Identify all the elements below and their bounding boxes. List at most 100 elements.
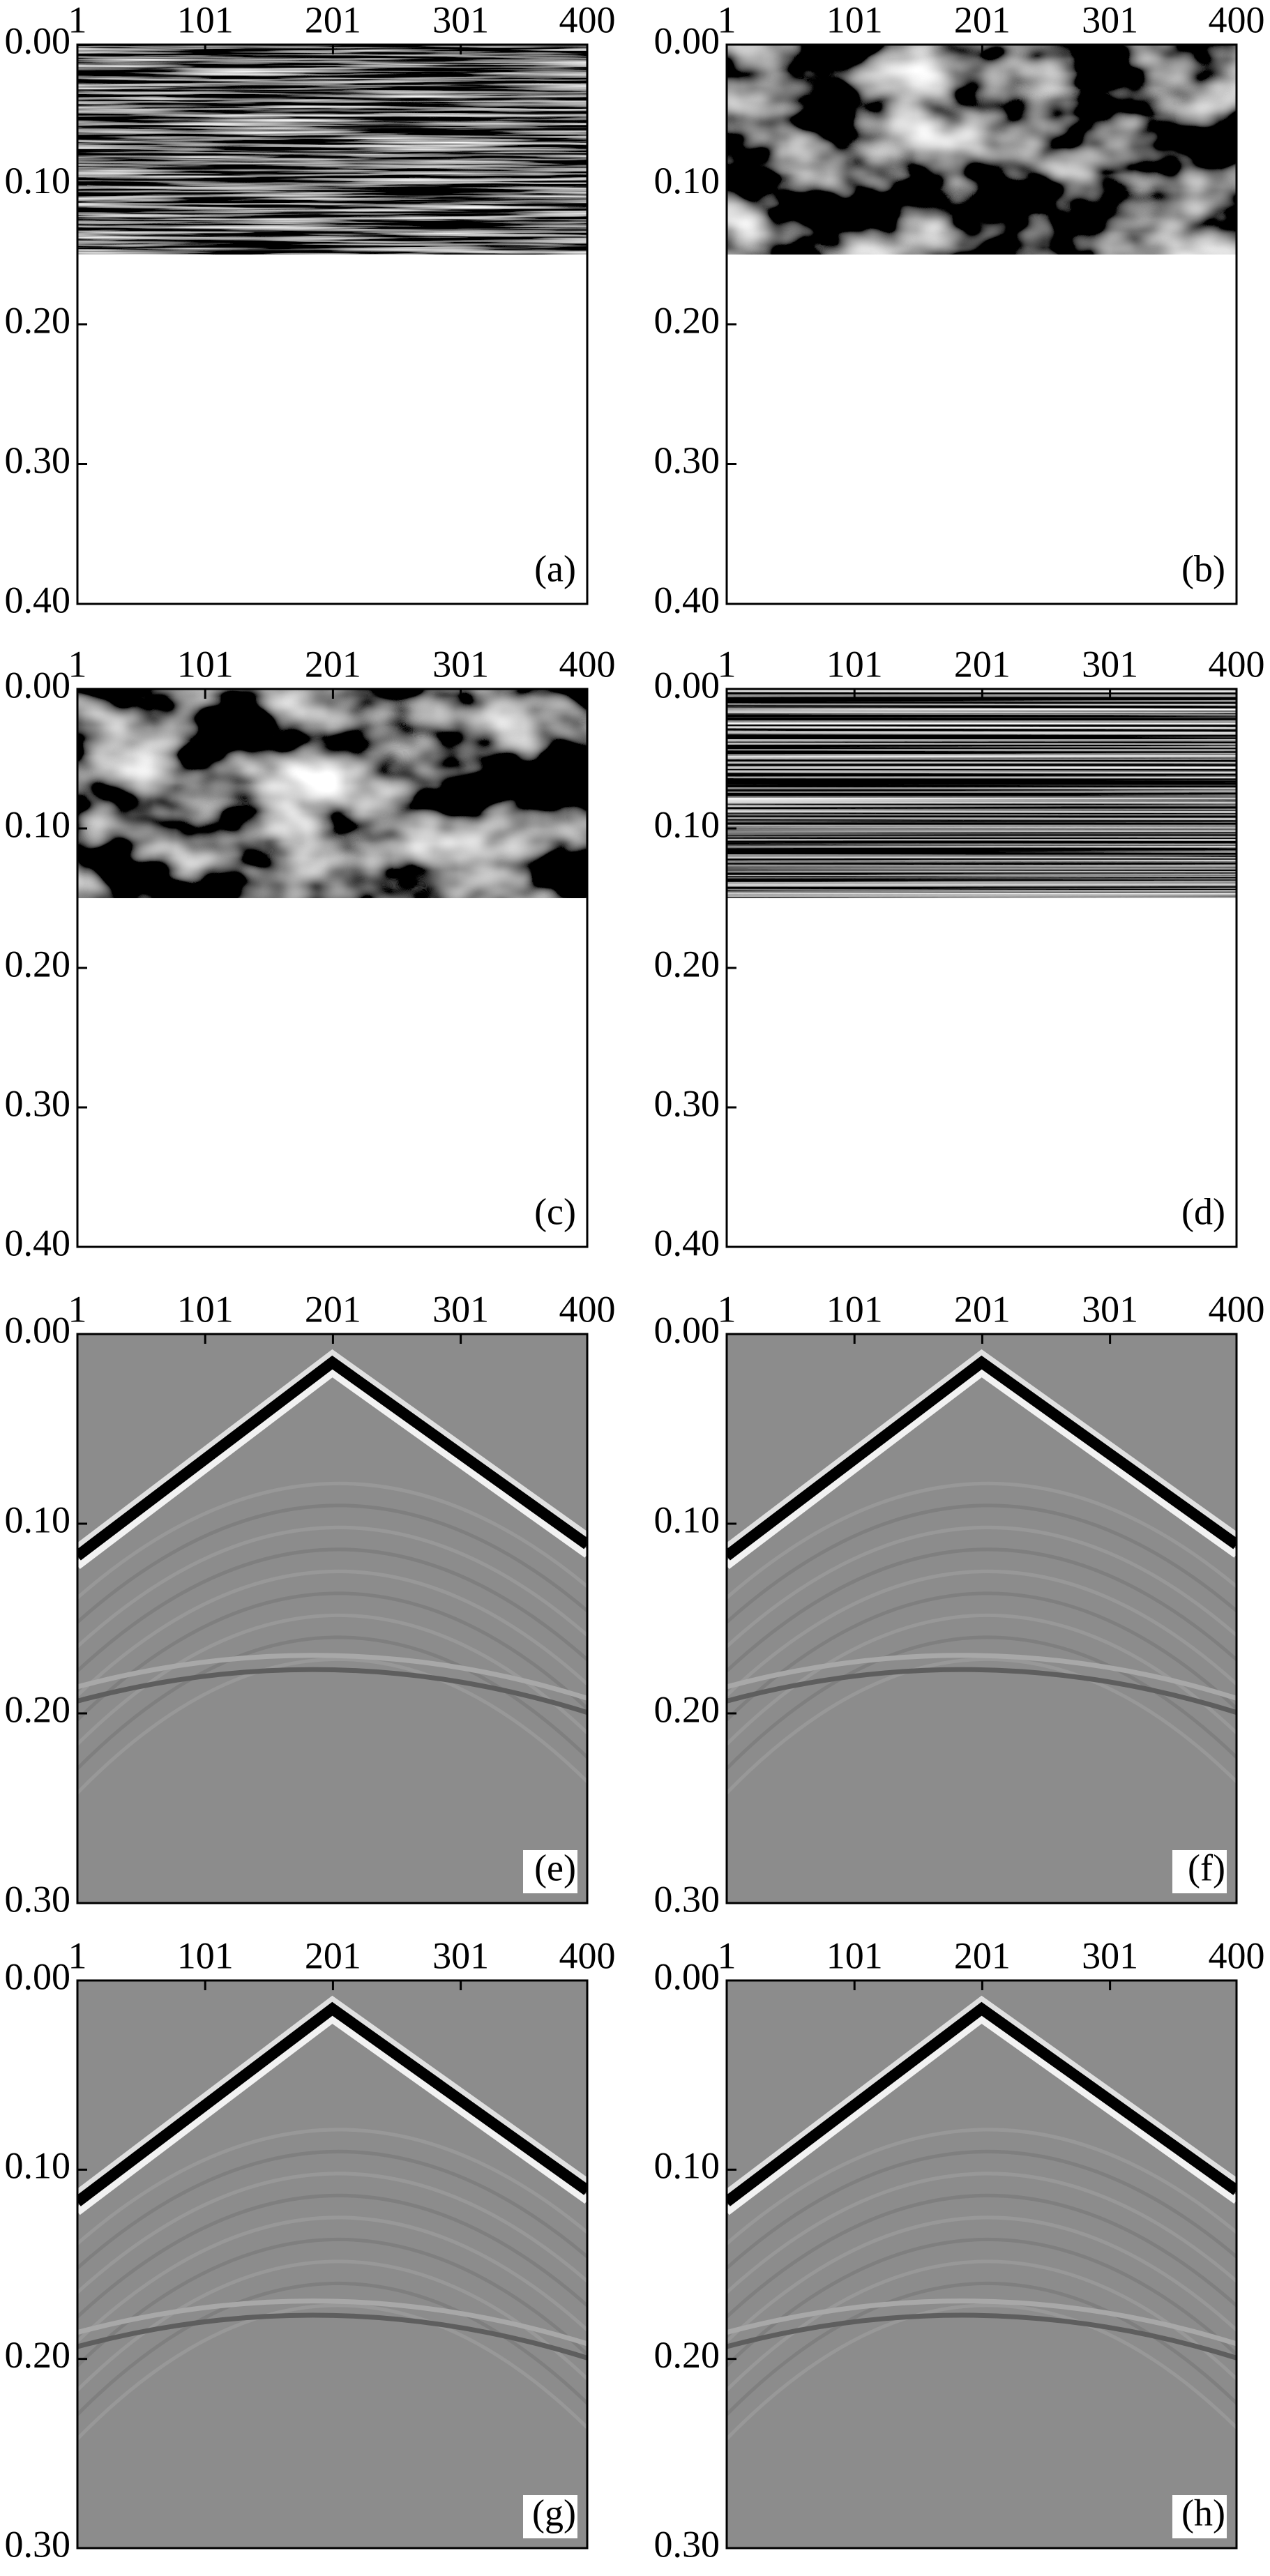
faint-event — [77, 1503, 587, 1624]
x-tick-label: 201 — [954, 0, 1011, 40]
reflection — [727, 2312, 1237, 2361]
x-tick-label: 301 — [432, 0, 489, 40]
panel: 1 101 201 301 400 0.00 0.10 0.20 0.30 0.40 (c) — [5, 643, 616, 1264]
y-tick-label: 0.20 — [5, 299, 71, 341]
y-tick-label: 0.20 — [5, 2334, 71, 2376]
direct-wave-white — [77, 1367, 587, 1570]
y-tick-label: 0.30 — [654, 439, 720, 481]
y-tick-label: 0.10 — [654, 2145, 720, 2187]
x-tick-label: 101 — [826, 1288, 883, 1330]
x-tick-label: 101 — [177, 1288, 234, 1330]
x-tick-label: 400 — [1209, 643, 1265, 685]
noise-image — [727, 689, 1237, 898]
x-tick-label: 400 — [1209, 0, 1265, 40]
faint-event — [727, 1591, 1237, 1722]
x-tick-label: 1 — [718, 1288, 736, 1330]
x-tick-label: 301 — [1082, 1934, 1138, 1976]
x-tick-label: 201 — [305, 643, 361, 685]
y-tick-label: 0.10 — [5, 160, 71, 202]
y-tick-label: 0.20 — [5, 1688, 71, 1730]
reflection-white — [727, 1653, 1237, 1701]
y-tick-label: 0.10 — [5, 803, 71, 845]
reflection — [77, 2312, 587, 2361]
x-tick-label: 301 — [432, 643, 489, 685]
y-tick-label: 0.00 — [654, 664, 720, 706]
panel: 1 101 201 301 400 0.00 0.10 0.20 0.30 0.40 (a) — [5, 0, 616, 621]
faint-event — [77, 2128, 587, 2245]
direct-wave — [727, 1355, 1237, 1561]
faint-event — [77, 2237, 587, 2367]
panel-image — [727, 1980, 1237, 2548]
direct-wave — [77, 1355, 587, 1561]
direct-wave-white — [727, 1367, 1237, 1570]
y-tick-label: 0.30 — [654, 1082, 720, 1124]
reflection-white — [77, 1653, 587, 1701]
faint-event — [77, 1547, 587, 1673]
y-tick-label: 0.00 — [5, 1309, 71, 1351]
faint-event — [727, 2193, 1237, 2319]
panel-image — [77, 1334, 587, 1903]
faint-event — [727, 1569, 1237, 1697]
panel-label: (a) — [534, 547, 576, 589]
panel-label: (e) — [534, 1847, 576, 1888]
y-tick-label: 0.00 — [654, 1955, 720, 1997]
reflection — [727, 1667, 1237, 1715]
faint-event — [77, 2150, 587, 2270]
faint-event — [77, 2172, 587, 2294]
panel-image — [77, 1980, 587, 2548]
direct-wave-white-top — [77, 1995, 587, 2195]
faint-event — [727, 1503, 1237, 1624]
x-tick-label: 1 — [68, 0, 87, 40]
x-tick-label: 101 — [177, 643, 234, 685]
faint-event — [77, 1635, 587, 1771]
panel-image — [77, 45, 587, 255]
x-tick-label: 301 — [432, 1288, 489, 1330]
faint-event — [727, 2172, 1237, 2294]
panel: 1 101 201 301 400 0.00 0.10 0.20 0.30 (h) — [654, 1934, 1265, 2565]
faint-event — [77, 1591, 587, 1722]
y-tick-label: 0.30 — [654, 2523, 720, 2565]
noise-image — [727, 45, 1237, 255]
y-tick-label: 0.30 — [5, 439, 71, 481]
x-tick-label: 101 — [826, 0, 883, 40]
faint-event — [77, 2303, 587, 2441]
faint-event — [727, 1613, 1237, 1746]
faint-event — [727, 2215, 1237, 2343]
y-tick-label: 0.10 — [654, 1499, 720, 1540]
seismic-background — [77, 1980, 587, 2548]
y-tick-label: 0.00 — [5, 20, 71, 61]
x-tick-label: 400 — [1209, 1288, 1265, 1330]
seismic-background — [77, 1334, 587, 1903]
panel-image — [727, 1334, 1237, 1903]
x-tick-label: 1 — [68, 1288, 87, 1330]
panel-image — [727, 45, 1237, 255]
x-tick-label: 201 — [954, 1288, 1011, 1330]
x-tick-label: 1 — [718, 1934, 736, 1976]
y-tick-label: 0.30 — [5, 2523, 71, 2565]
x-tick-label: 301 — [1082, 0, 1138, 40]
y-tick-label: 0.00 — [654, 1309, 720, 1351]
panel-label: (d) — [1181, 1190, 1225, 1232]
panel-image — [727, 689, 1237, 898]
x-tick-label: 201 — [305, 1934, 361, 1976]
faint-event — [77, 1481, 587, 1600]
direct-wave-white-top — [727, 1995, 1237, 2195]
x-tick-label: 1 — [718, 0, 736, 40]
annotation-bg — [523, 1850, 577, 1893]
faint-event — [727, 1547, 1237, 1673]
y-tick-label: 0.20 — [654, 1688, 720, 1730]
direct-wave-white-top — [77, 1349, 587, 1549]
y-tick-label: 0.40 — [654, 579, 720, 621]
x-tick-label: 301 — [432, 1934, 489, 1976]
y-tick-label: 0.20 — [654, 943, 720, 985]
x-tick-label: 1 — [68, 1934, 87, 1976]
panel-label: (f) — [1188, 1847, 1225, 1888]
x-tick-label: 101 — [826, 1934, 883, 1976]
y-tick-label: 0.10 — [654, 160, 720, 202]
reflection-white — [727, 2298, 1237, 2347]
faint-event — [727, 2303, 1237, 2441]
x-tick-label: 201 — [954, 643, 1011, 685]
panel: 1 101 201 301 400 0.00 0.10 0.20 0.30 (f) — [654, 1288, 1265, 1920]
y-tick-label: 0.20 — [654, 2334, 720, 2376]
panel: 1 101 201 301 400 0.00 0.10 0.20 0.30 (g) — [5, 1934, 616, 2565]
